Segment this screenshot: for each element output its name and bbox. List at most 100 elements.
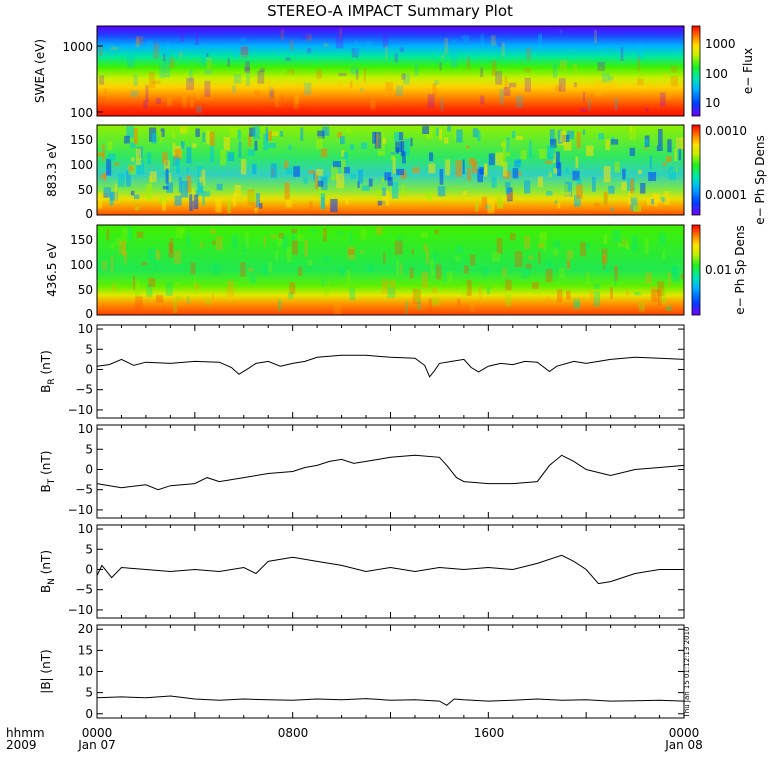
spectrogram-cell bbox=[316, 69, 322, 79]
spectrogram-cell bbox=[553, 167, 557, 174]
spectrogram-cell bbox=[180, 141, 185, 149]
spectrogram-cell bbox=[210, 228, 216, 235]
spectrogram-cell bbox=[363, 68, 367, 82]
spectrogram-cell bbox=[332, 161, 341, 168]
br-ytick-label: 10 bbox=[78, 322, 93, 336]
spectrogram-cell bbox=[450, 51, 458, 68]
spectrogram-cell bbox=[395, 141, 403, 152]
spectrogram-cell bbox=[361, 142, 368, 150]
spectrogram-cell bbox=[644, 237, 649, 255]
spectrogram-cell bbox=[414, 64, 419, 76]
spectrogram-cell bbox=[149, 171, 157, 183]
spectrogram-cell bbox=[297, 234, 304, 241]
pad436-texture bbox=[102, 226, 684, 314]
spectrogram-cell bbox=[605, 139, 610, 150]
spectrogram-cell bbox=[265, 127, 268, 141]
spectrogram-cell bbox=[400, 141, 405, 157]
spectrogram-cell bbox=[660, 288, 667, 304]
spectrogram-cell bbox=[175, 44, 183, 57]
spectrogram-cell bbox=[104, 88, 107, 94]
swea-texture bbox=[98, 28, 679, 113]
spectrogram-cell bbox=[197, 166, 203, 177]
spectrogram-cell bbox=[557, 162, 562, 176]
spectrogram-cell bbox=[350, 66, 359, 75]
spectrogram-cell bbox=[257, 70, 265, 84]
spectrogram-cell bbox=[135, 206, 140, 211]
spectrogram-cell bbox=[243, 237, 248, 253]
spectrogram-cell bbox=[608, 76, 614, 81]
spectrogram-cell bbox=[124, 135, 130, 144]
spectrogram-cell bbox=[614, 162, 620, 173]
spectrogram-cell bbox=[484, 165, 488, 176]
spectrogram-cell bbox=[200, 241, 203, 249]
spectrogram-cell bbox=[184, 126, 189, 133]
spectrogram-cell bbox=[103, 172, 107, 181]
spectrogram-cell bbox=[254, 90, 261, 95]
spectrogram-cell bbox=[574, 194, 581, 207]
spectrogram-cell bbox=[323, 175, 329, 180]
spectrogram-cell bbox=[322, 126, 330, 136]
spectrogram-cell bbox=[439, 62, 442, 71]
spectrogram-cell bbox=[271, 131, 278, 137]
spectrogram-cell bbox=[212, 240, 216, 245]
spectrogram-cell bbox=[381, 278, 389, 294]
spectrogram-cell bbox=[480, 95, 485, 105]
spectrogram-cell bbox=[441, 54, 445, 60]
spectrogram-cell bbox=[434, 229, 439, 235]
spectrogram-cell bbox=[655, 198, 663, 203]
spectrogram-cell bbox=[240, 262, 246, 277]
spectrogram-cell bbox=[205, 299, 211, 305]
spectrogram-cell bbox=[651, 198, 654, 205]
time-tick-jan08: Jan 08 bbox=[664, 738, 703, 752]
spectrogram-cell bbox=[395, 85, 404, 97]
spectrogram-cell bbox=[614, 98, 618, 111]
spectrogram-cell bbox=[162, 152, 168, 165]
spectrogram-cell bbox=[174, 148, 182, 160]
spectrogram-cell bbox=[625, 289, 630, 296]
spectrogram-cell bbox=[436, 264, 442, 280]
br-ytick-label: 5 bbox=[85, 342, 93, 356]
spectrogram-cell bbox=[167, 97, 173, 107]
spectrogram-cell bbox=[650, 286, 656, 299]
panel-swea: SWEA (eV) 1000 100 bbox=[33, 25, 685, 120]
spectrogram-cell bbox=[112, 282, 116, 292]
spectrogram-cell bbox=[275, 93, 279, 108]
spectrogram-cell bbox=[605, 233, 608, 245]
spectrogram-cell bbox=[428, 298, 432, 312]
spectrogram-cell bbox=[286, 247, 292, 263]
spectrogram-cell bbox=[553, 240, 560, 249]
spectrogram-cell bbox=[167, 51, 171, 63]
spectrogram-cell bbox=[360, 229, 367, 240]
spectrogram-cell bbox=[372, 131, 377, 144]
spectrogram-cell bbox=[399, 132, 404, 141]
spectrogram-cell bbox=[397, 236, 402, 254]
bn-frame bbox=[96, 524, 685, 619]
spectrogram-cell bbox=[195, 128, 200, 137]
spectrogram-cell bbox=[270, 163, 277, 178]
spectrogram-cell bbox=[503, 87, 511, 96]
spectrogram-cell bbox=[516, 136, 523, 140]
spectrogram-cell bbox=[538, 251, 541, 265]
spectrogram-cell bbox=[244, 232, 249, 249]
time-axis: hhmm 2009 0000 Jan 07 0800 1600 0000 Jan… bbox=[6, 726, 703, 752]
spectrogram-cell bbox=[376, 190, 383, 200]
spectrogram-cell bbox=[323, 228, 327, 242]
spectrogram-cell bbox=[370, 100, 376, 110]
spectrogram-cell bbox=[232, 192, 237, 207]
panel-bmag: 20 15 10 5 0 |B| (nT) bbox=[39, 622, 685, 721]
spectrogram-cell bbox=[554, 200, 558, 204]
spectrogram-cell bbox=[572, 170, 580, 181]
spectrogram-cell bbox=[595, 80, 604, 97]
bt-ytick-label: −10 bbox=[68, 503, 93, 517]
spectrogram-cell bbox=[402, 151, 406, 164]
spectrogram-cell bbox=[215, 198, 222, 213]
spectrogram-cell bbox=[381, 177, 385, 183]
spectrogram-cell bbox=[280, 131, 283, 137]
spectrogram-cell bbox=[409, 267, 414, 279]
spectrogram-cell bbox=[428, 163, 436, 174]
bn-ytick-label: 10 bbox=[78, 522, 93, 536]
spectrogram-cell bbox=[432, 83, 437, 96]
spectrogram-cell bbox=[501, 42, 505, 57]
spectrogram-cell bbox=[539, 232, 547, 248]
